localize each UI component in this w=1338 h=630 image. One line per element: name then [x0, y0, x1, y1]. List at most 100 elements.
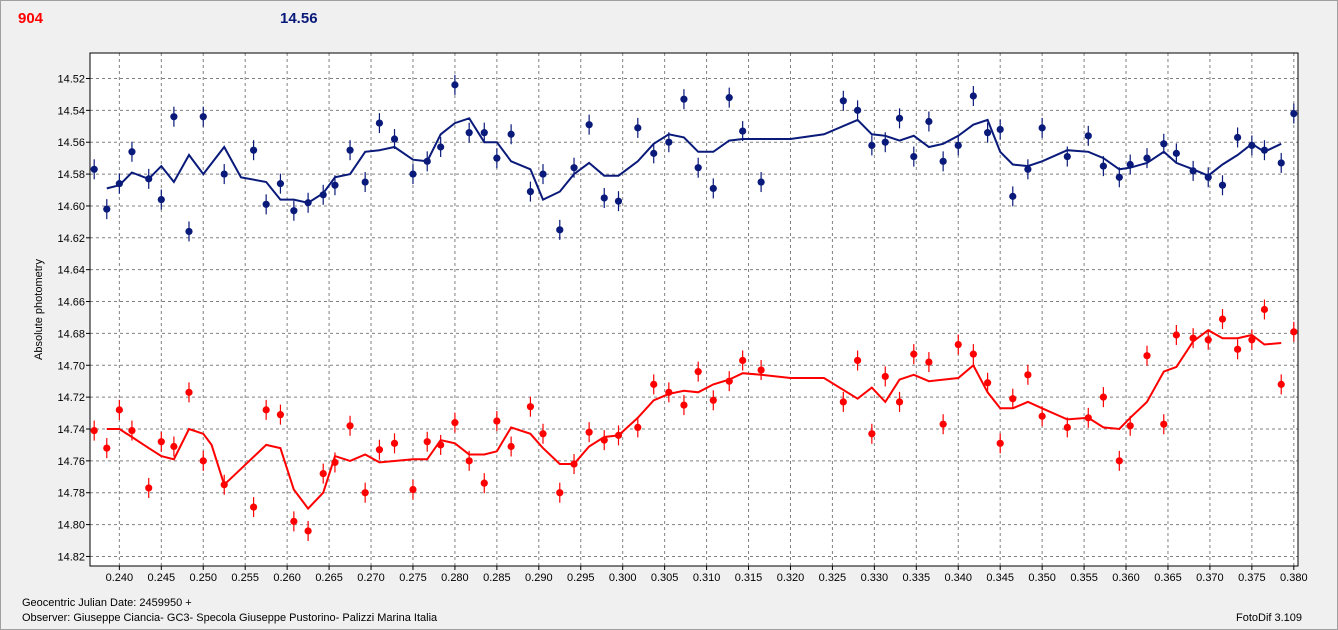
data-point: [249, 503, 258, 511]
observer-label: Observer: Giuseppe Ciancia- GC3- Specola…: [22, 612, 438, 624]
data-point: [1063, 423, 1071, 431]
data-point: [969, 350, 977, 358]
data-point: [1063, 152, 1071, 161]
data-point: [881, 372, 889, 381]
data-point: [1260, 146, 1269, 154]
data-point: [465, 457, 473, 465]
data-point: [1234, 345, 1242, 353]
data-point: [1189, 167, 1197, 175]
y-tick-label: 14.70: [57, 360, 85, 372]
data-point: [1024, 165, 1032, 173]
data-point: [409, 485, 417, 494]
data-point: [331, 458, 339, 467]
data-point: [451, 81, 459, 89]
data-point: [1172, 331, 1180, 339]
data-point: [437, 441, 445, 449]
y-tick-label: 14.58: [57, 169, 85, 181]
data-point: [480, 479, 488, 487]
x-tick-label: 0.260: [273, 572, 301, 584]
data-point: [375, 446, 384, 454]
x-tick-label: 0.310: [693, 572, 721, 584]
data-point: [556, 489, 564, 497]
data-point: [1115, 457, 1123, 465]
data-point: [954, 340, 962, 349]
data-point: [910, 350, 918, 358]
data-point: [757, 366, 765, 374]
data-point: [925, 117, 933, 126]
y-tick-label: 14.72: [57, 392, 85, 404]
data-point: [361, 489, 369, 497]
y-tick-label: 14.76: [57, 456, 85, 468]
data-point: [853, 356, 862, 365]
data-point: [493, 417, 501, 425]
data-point: [1038, 412, 1046, 420]
data-point: [115, 406, 123, 414]
data-point: [1115, 173, 1123, 181]
data-point: [199, 113, 207, 121]
data-point: [1084, 414, 1092, 422]
data-point: [694, 368, 702, 376]
data-point: [1277, 380, 1285, 388]
y-tick-label: 14.68: [57, 328, 85, 340]
data-point: [290, 207, 298, 215]
x-tick-label: 0.295: [567, 572, 595, 584]
data-point: [451, 419, 459, 427]
data-point: [1248, 336, 1256, 344]
data-point: [556, 226, 564, 234]
data-point: [1290, 328, 1298, 336]
data-point: [939, 420, 947, 428]
data-point: [1143, 352, 1151, 360]
data-point: [634, 423, 642, 431]
x-tick-label: 0.270: [357, 572, 385, 584]
y-tick-label: 14.62: [57, 233, 85, 245]
x-tick-label: 0.250: [189, 572, 217, 584]
y-tick-label: 14.52: [57, 73, 85, 85]
data-point: [665, 138, 673, 146]
data-point: [1009, 395, 1017, 403]
data-point: [680, 95, 688, 103]
data-point: [493, 154, 501, 162]
data-point: [437, 143, 445, 151]
data-point: [390, 135, 399, 143]
data-point: [276, 411, 285, 419]
x-tick-label: 0.380: [1280, 572, 1308, 584]
plot-border: [89, 52, 1299, 567]
data-point: [128, 148, 136, 156]
data-point: [423, 157, 431, 165]
data-point: [526, 403, 535, 411]
software-label: FotoDif 3.109: [1236, 612, 1303, 624]
data-point: [507, 130, 515, 138]
data-point: [1099, 162, 1107, 170]
data-point: [1204, 336, 1212, 344]
y-tick-label: 14.64: [57, 265, 85, 277]
data-point: [650, 380, 658, 388]
data-point: [1143, 154, 1151, 162]
x-tick-label: 0.265: [315, 572, 343, 584]
series-0: [90, 74, 1298, 242]
data-point: [634, 124, 642, 132]
data-point: [526, 188, 535, 196]
data-point: [895, 114, 904, 122]
data-point: [585, 428, 593, 436]
data-point: [1260, 305, 1269, 314]
data-point: [103, 205, 111, 213]
data-point: [409, 170, 417, 178]
data-point: [128, 426, 136, 435]
y-tick-label: 14.82: [57, 551, 85, 563]
photometry-chart: 0.240 0.245 0.250 0.255 0.260 0.265 0.270 0.275…: [33, 52, 1308, 584]
data-point: [725, 377, 733, 385]
data-point: [220, 170, 228, 178]
data-point: [650, 149, 658, 157]
data-point: [1290, 109, 1298, 118]
x-tick-label: 0.275: [399, 572, 427, 584]
data-point: [262, 406, 270, 414]
x-tick-label: 0.365: [1154, 572, 1182, 584]
data-point: [90, 426, 98, 435]
x-tick-label: 0.345: [986, 572, 1014, 584]
data-point: [1204, 173, 1212, 181]
data-point: [996, 125, 1004, 134]
data-point: [665, 388, 673, 396]
data-point: [739, 127, 747, 135]
data-point: [939, 157, 947, 165]
data-point: [1009, 192, 1017, 200]
